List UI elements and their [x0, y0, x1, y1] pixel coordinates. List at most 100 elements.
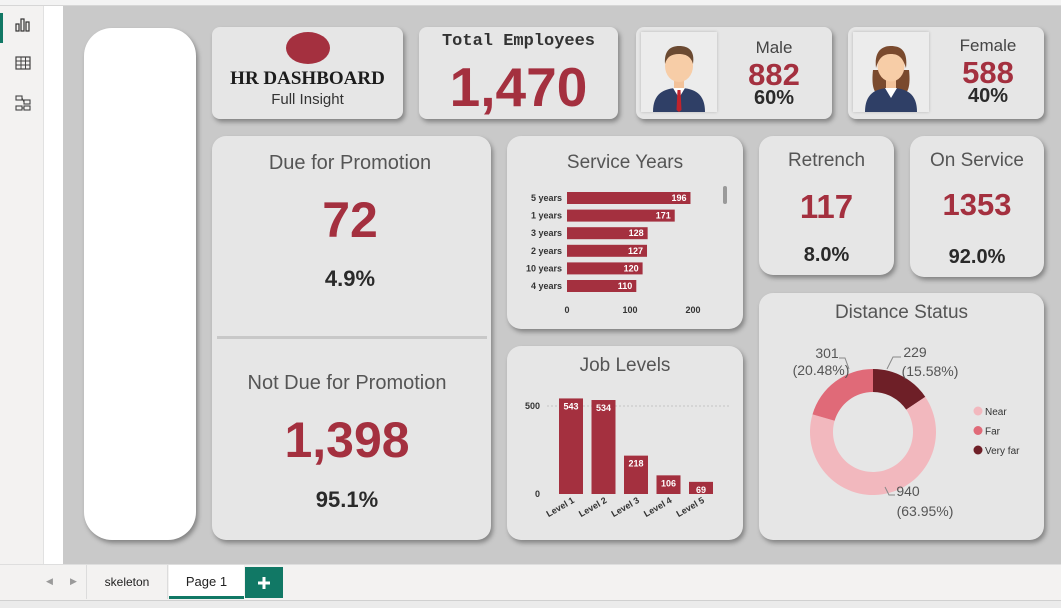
- job-levels-bar[interactable]: [624, 455, 648, 494]
- donut-percent-label: (63.95%): [897, 503, 954, 519]
- add-page-icon: [258, 576, 270, 589]
- not-due-promotion-value: 1,398: [284, 412, 410, 468]
- retrench-value: 117: [799, 188, 854, 225]
- due-promotion-percent: 4.9%: [324, 266, 376, 291]
- retrench-card: Retrench 117 8.0%: [759, 136, 894, 275]
- promotion-divider: [217, 336, 487, 339]
- legend-marker: [973, 426, 983, 435]
- tab-scroll-right-icon[interactable]: ▶: [70, 576, 77, 586]
- legend-label: Very far: [985, 446, 1020, 457]
- donut-leader-line: [839, 357, 850, 370]
- not-due-promotion-label: Not Due for Promotion: [247, 372, 447, 394]
- service-years-category-label: 3 years: [531, 228, 562, 238]
- service-years-title: Service Years: [566, 152, 684, 173]
- donut-percent-label: (20.48%): [793, 362, 850, 378]
- job-levels-bar[interactable]: [591, 400, 616, 494]
- report-view-button[interactable]: [0, 9, 40, 43]
- distance-status-title: Distance Status: [834, 302, 969, 323]
- male-avatar-icon: [653, 46, 705, 112]
- on-service-value: 1353: [942, 187, 1012, 222]
- service-years-category-label: 10 years: [526, 263, 562, 273]
- table-view-button[interactable]: [6, 48, 40, 78]
- job-levels-value-label: 534: [596, 403, 611, 413]
- report-view-icon: [15, 18, 30, 32]
- service-years-bar[interactable]: [567, 209, 675, 222]
- job-levels-card: Job Levels 0 500 543 Level 1 534 Level 2 218 Le…: [507, 346, 743, 540]
- status-bar: [0, 600, 1061, 608]
- service-years-value-label: 171: [656, 211, 671, 221]
- donut-leader-line: [886, 356, 901, 370]
- service-years-value-label: 120: [624, 263, 639, 273]
- female-avatar-icon: [865, 46, 917, 112]
- male-label: Male: [755, 38, 793, 57]
- donut-slice-near[interactable]: [810, 396, 936, 495]
- page-title: HR DASHBOARD: [230, 68, 385, 89]
- job-levels-value-label: 69: [696, 485, 706, 495]
- service-years-x-tick: 200: [685, 305, 700, 315]
- legend-label: Near: [985, 407, 1007, 418]
- job-levels-y-tick: 0: [535, 489, 540, 499]
- add-page-button[interactable]: [245, 567, 283, 598]
- job-levels-bar[interactable]: [559, 398, 583, 494]
- donut-slice-very-far[interactable]: [873, 369, 926, 410]
- model-view-button[interactable]: [6, 88, 40, 118]
- job-levels-category-label: Level 4: [642, 495, 673, 519]
- service-years-bar[interactable]: [567, 244, 648, 257]
- on-service-label: On Service: [930, 150, 1024, 171]
- promotion-card: Due for Promotion 72 4.9% Not Due for Pr…: [212, 136, 491, 540]
- legend-label: Far: [985, 427, 1001, 438]
- service-years-value-label: 128: [629, 228, 644, 238]
- model-view-icon: [15, 95, 31, 111]
- job-levels-category-label: Level 2: [577, 495, 608, 519]
- male-card: Male 882 60%: [636, 27, 832, 119]
- total-employees-label: Total Employees: [441, 32, 596, 51]
- tab-scroll-left-icon[interactable]: ◀: [46, 576, 53, 586]
- donut-value-label: 229: [903, 344, 927, 360]
- service-years-bar[interactable]: [567, 280, 637, 292]
- service-years-category-label: 4 years: [531, 281, 562, 291]
- donut-value-label: 301: [815, 345, 839, 361]
- service-years-scrollbar[interactable]: [723, 186, 727, 204]
- due-promotion-label: Due for Promotion: [268, 152, 432, 174]
- job-levels-value-label: 106: [661, 478, 676, 488]
- retrench-percent: 8.0%: [803, 244, 850, 266]
- male-avatar: [641, 32, 717, 112]
- total-employees-value: 1,470: [449, 56, 588, 118]
- legend-marker: [973, 445, 983, 455]
- tab-skeleton[interactable]: skeleton: [86, 565, 168, 599]
- job-levels-chart: 0 500 543 Level 1 534 Level 2 218 Level 3 106 Lev…: [525, 398, 729, 519]
- ribbon-strip: [0, 0, 1061, 6]
- service-years-value-label: 110: [618, 281, 633, 291]
- service-years-bar[interactable]: [567, 262, 643, 275]
- female-card: Female 588 40%: [848, 27, 1044, 119]
- distance-status-chart: 301(20.48%) 229 (15.58%) 940 (63.95%) Near Far…: [793, 344, 1021, 519]
- page-tab-bar: ◀ ▶ skeleton Page 1: [0, 564, 1061, 600]
- donut-slice-far[interactable]: [812, 369, 873, 421]
- service-years-category-label: 5 years: [531, 193, 562, 203]
- total-employees-card: Total Employees 1,470: [419, 27, 618, 119]
- sidebar-panel: [84, 28, 196, 540]
- job-levels-category-label: Level 3: [610, 495, 641, 519]
- male-percent: 60%: [753, 87, 795, 109]
- service-years-bar[interactable]: [567, 227, 648, 240]
- retrench-label: Retrench: [787, 150, 866, 171]
- service-years-category-label: 1 years: [531, 211, 562, 221]
- not-due-promotion-percent: 95.1%: [315, 487, 379, 512]
- job-levels-bar[interactable]: [689, 481, 713, 494]
- female-count: 588: [962, 55, 1014, 90]
- header-logo: [286, 32, 330, 64]
- job-levels-category-label: Level 1: [545, 495, 576, 519]
- service-years-bar[interactable]: [567, 192, 691, 204]
- service-years-card: Service Years 5 years 196 1 years 171 3 year…: [507, 136, 743, 329]
- table-view-icon: [15, 56, 31, 70]
- male-count: 882: [748, 57, 800, 92]
- service-years-value-label: 196: [671, 193, 686, 203]
- female-label: Female: [959, 36, 1017, 55]
- due-promotion-value: 72: [322, 192, 378, 248]
- tab-page-1[interactable]: Page 1: [169, 565, 244, 599]
- service-years-chart: 5 years 196 1 years 171 3 years 128 2 years 127…: [526, 186, 727, 315]
- female-avatar: [853, 32, 929, 112]
- page-subtitle: Full Insight: [271, 91, 344, 108]
- job-levels-bar[interactable]: [656, 475, 681, 494]
- job-levels-y-tick: 500: [525, 401, 540, 411]
